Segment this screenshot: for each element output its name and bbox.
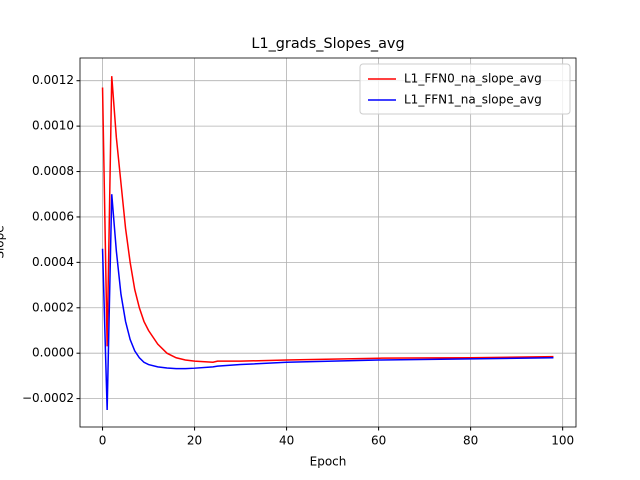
x-tick-label: 40 (279, 434, 294, 448)
series-line (101, 76, 554, 364)
x-axis-label: Epoch (310, 455, 347, 469)
y-tick-label: 0.0000 (32, 346, 74, 360)
chart-title: L1_grads_Slopes_avg (251, 36, 404, 52)
y-tick-label: −0.0002 (22, 391, 74, 405)
x-tick-label: 20 (187, 434, 202, 448)
x-tick-label: 0 (99, 434, 107, 448)
y-tick-label: 0.0002 (32, 300, 74, 314)
plot-frame (79, 57, 577, 428)
y-tick-label: 0.0008 (32, 164, 74, 178)
series-line (101, 194, 554, 410)
y-tick-label: 0.0010 (32, 119, 74, 133)
x-tick-label: 80 (463, 434, 478, 448)
legend-label: L1_FFN1_na_slope_avg (404, 93, 542, 107)
y-tick-label: 0.0012 (32, 73, 74, 87)
y-tick-label: 0.0004 (32, 255, 74, 269)
y-axis-label: Slope (0, 225, 7, 258)
x-tick-label: 60 (371, 434, 386, 448)
legend-box (359, 63, 571, 115)
legend-label: L1_FFN0_na_slope_avg (404, 72, 542, 86)
y-tick-label: 0.0006 (32, 209, 74, 223)
x-tick-label: 100 (551, 434, 574, 448)
